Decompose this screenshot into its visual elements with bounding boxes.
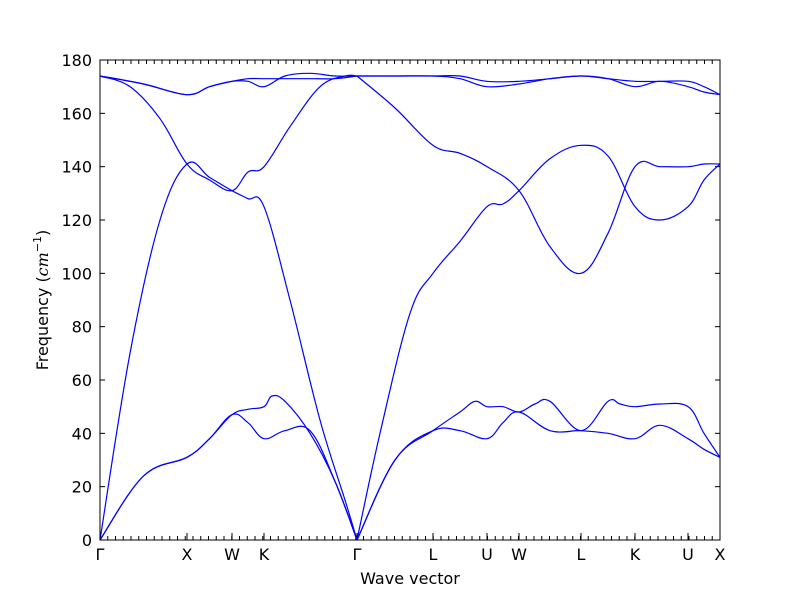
y-tick-label: 0 [82,531,92,550]
y-tick-label: 20 [72,478,92,497]
phonon-branch-7 [99,74,358,192]
y-axis-label-close: ) [33,230,52,236]
x-tick-label: W [224,545,240,564]
y-tick-label: 140 [61,158,92,177]
plot-frame [99,59,721,541]
x-tick-label: L [429,545,438,564]
y-axis-label: Frequency (cm−1) [31,230,52,371]
x-tick-label: U [481,545,493,564]
y-tick-label: 40 [72,424,92,443]
phonon-branch-10 [99,72,358,96]
phonon-branch-8 [356,75,721,275]
y-axis-label-unit: cm [33,252,52,276]
phonon-branch-5 [99,161,358,541]
x-tick-label: L [577,545,586,564]
axis-ticks [99,59,721,541]
x-tick-label: Γ [353,545,362,564]
x-tick-label: X [715,545,726,564]
y-tick-label: 120 [61,211,92,230]
y-tick-label: 180 [61,51,92,70]
phonon-branch-4 [356,398,721,541]
x-axis-label: Wave vector [360,569,460,588]
y-tick-labels: 0 20 40 60 80 100 120 140 160 180 [61,51,92,550]
x-tick-label: K [630,545,641,564]
y-tick-label: 100 [61,264,92,283]
y-axis-label-exponent: −1 [31,236,44,252]
x-tick-label: X [182,545,193,564]
phonon-bands [99,72,721,541]
phonon-branch-12 [356,75,721,96]
plot-background [100,60,720,540]
phonon-branch-6 [356,144,721,541]
phonon-branch-2 [99,394,358,541]
x-tick-label: U [682,545,694,564]
y-tick-label: 80 [72,318,92,337]
phonon-branch-3 [356,411,721,541]
x-tick-label: W [511,545,527,564]
y-axis-label-text: Frequency ( [33,276,52,370]
x-tick-label: K [259,545,270,564]
x-tick-label: Γ [96,545,105,564]
y-tick-label: 60 [72,371,92,390]
y-tick-label: 160 [61,104,92,123]
